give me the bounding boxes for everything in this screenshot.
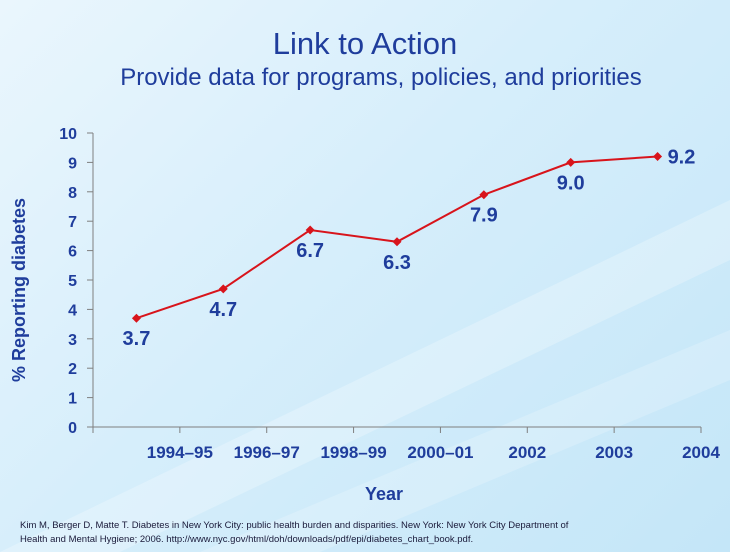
data-point xyxy=(479,190,489,200)
citation-line-1: Kim M, Berger D, Matte T. Diabetes in Ne… xyxy=(20,520,569,531)
y-tick-label: 8 xyxy=(68,185,77,202)
y-tick-label: 3 xyxy=(68,332,77,349)
data-label: 9.2 xyxy=(668,147,696,169)
y-tick-label: 6 xyxy=(68,244,77,261)
data-point xyxy=(131,313,141,323)
data-point xyxy=(305,225,315,235)
data-point xyxy=(653,152,663,162)
page-subtitle: Provide data for programs, policies, and… xyxy=(120,64,642,91)
citation: Kim M, Berger D, Matte T. Diabetes in Ne… xyxy=(20,519,720,547)
x-tick-label: 1994–95 xyxy=(147,443,213,462)
x-tick-label: 1996–97 xyxy=(234,443,300,462)
y-tick-label: 1 xyxy=(68,391,77,408)
data-label: 7.9 xyxy=(470,205,498,227)
y-tick-label: 0 xyxy=(68,420,77,437)
x-tick-label: 2000–01 xyxy=(407,443,473,462)
x-tick-label: 2003 xyxy=(595,443,633,462)
data-point xyxy=(566,157,576,167)
data-label: 4.7 xyxy=(209,299,237,321)
x-tick-label: 2004 xyxy=(682,443,720,462)
y-tick-label: 2 xyxy=(68,361,77,378)
x-tick-label: 1998–99 xyxy=(320,443,386,462)
page-title: Link to Action xyxy=(272,26,458,61)
y-tick-label: 7 xyxy=(68,214,77,231)
y-tick-label: 10 xyxy=(59,126,77,143)
data-label: 6.3 xyxy=(383,252,411,274)
x-tick-label: 2002 xyxy=(508,443,546,462)
data-point xyxy=(218,284,228,294)
data-label: 3.7 xyxy=(123,328,151,350)
data-point xyxy=(392,237,402,247)
y-tick-label: 4 xyxy=(68,302,77,319)
y-axis-title: % Reporting diabetes xyxy=(9,198,29,382)
x-axis-title: Year xyxy=(365,484,403,504)
y-tick-label: 5 xyxy=(68,273,77,290)
data-label: 6.7 xyxy=(296,240,324,262)
y-tick-label: 9 xyxy=(68,155,77,172)
data-label: 9.0 xyxy=(557,172,585,194)
citation-line-2: Health and Mental Hygiene; 2006. http://… xyxy=(20,534,474,545)
